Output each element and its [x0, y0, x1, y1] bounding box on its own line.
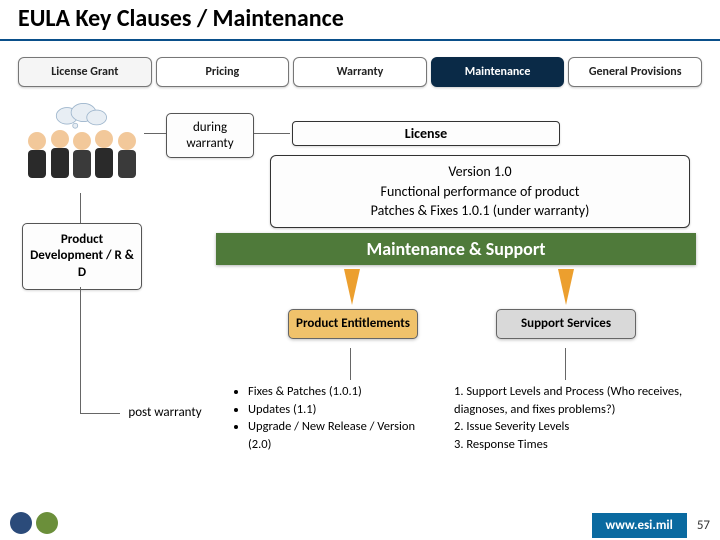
- tab-maintenance[interactable]: Maintenance: [431, 57, 565, 87]
- tab-warranty[interactable]: Warranty: [293, 57, 427, 87]
- dod-seal-icon: [10, 512, 32, 534]
- connector-line: [144, 133, 166, 134]
- product-entitlements-box: Product Entitlements: [288, 309, 418, 339]
- footer-logos: [10, 512, 58, 539]
- tab-pricing[interactable]: Pricing: [156, 57, 290, 87]
- support-services-box: Support Services: [496, 309, 636, 339]
- maintenance-banner: Maintenance & Support: [216, 233, 696, 265]
- arrow-to-entitlements-icon: [344, 269, 360, 305]
- post-warranty-label: post warranty: [120, 401, 210, 425]
- connector-line: [80, 287, 81, 413]
- footer: www.esi.mil 57: [0, 510, 720, 540]
- connector-line: [254, 133, 290, 134]
- support-item-1: 1. Support Levels and Process (Who recei…: [454, 383, 684, 418]
- during-warranty-label: during warranty: [166, 113, 254, 158]
- version-line-3: Patches & Fixes 1.0.1 (under warranty): [277, 201, 683, 221]
- connector-line: [350, 348, 351, 380]
- esi-seal-icon: [36, 512, 58, 534]
- version-line-1: Version 1.0: [277, 162, 683, 182]
- fix-item-1: Fixes & Patches (1.0.1): [248, 383, 430, 401]
- version-line-2: Functional performance of product: [277, 182, 683, 202]
- people-group-icon: [22, 123, 142, 193]
- tab-general-provisions[interactable]: General Provisions: [568, 57, 702, 87]
- support-item-3: 3. Response Times: [454, 436, 684, 454]
- connector-line: [565, 348, 566, 380]
- fix-item-3: Upgrade / New Release / Version (2.0): [248, 418, 430, 453]
- fix-item-2: Updates (1.1): [248, 401, 430, 419]
- version-box: Version 1.0 Functional performance of pr…: [270, 155, 690, 228]
- tab-license-grant[interactable]: License Grant: [18, 57, 152, 87]
- page-number: 57: [697, 518, 710, 533]
- tab-row: License Grant Pricing Warranty Maintenan…: [18, 57, 702, 87]
- arrow-to-support-icon: [558, 269, 574, 305]
- support-list: 1. Support Levels and Process (Who recei…: [454, 383, 684, 453]
- support-item-2: 2. Issue Severity Levels: [454, 418, 684, 436]
- product-dev-box: Product Development / R & D: [22, 223, 142, 290]
- site-url: www.esi.mil: [592, 513, 687, 538]
- license-box: License: [292, 121, 560, 146]
- diagram-canvas: Product Development / R & D during warra…: [0, 93, 720, 473]
- title-bar: EULA Key Clauses / Maintenance: [0, 0, 720, 41]
- entitlements-list: Fixes & Patches (1.0.1) Updates (1.1) Up…: [230, 383, 430, 453]
- connector-line: [80, 413, 120, 414]
- slide-title: EULA Key Clauses / Maintenance: [18, 4, 702, 33]
- footer-right: www.esi.mil 57: [592, 513, 710, 538]
- connector-line: [80, 193, 81, 223]
